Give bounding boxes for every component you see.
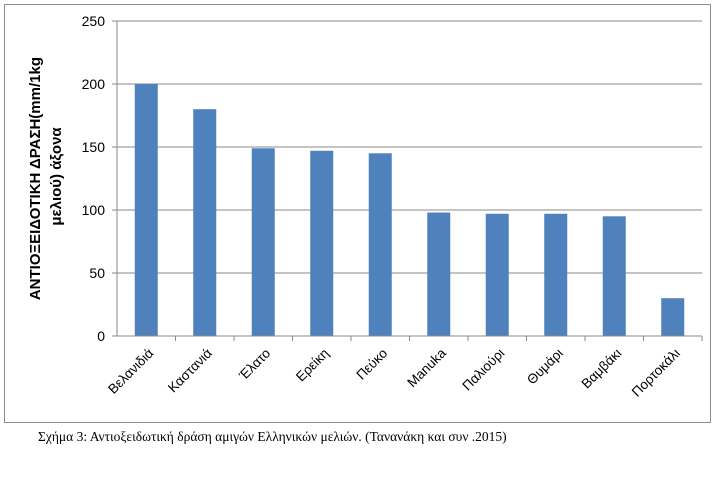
y-axis-title: ΑΝΤΙΟΞΕΙΔΟΤΙΚΗ ΔΡΑΣΗ(mm/1kg μελιού) άξον… [27, 53, 65, 300]
x-tick-label: Παλιούρι [459, 346, 507, 394]
bar [251, 148, 275, 336]
bar [134, 84, 158, 336]
bar [661, 298, 685, 336]
x-tick-label: Βαμβάκι [578, 346, 624, 392]
bar [193, 109, 217, 336]
y-tick-label: 200 [82, 76, 106, 92]
x-tick-label: Πεύκο [353, 346, 390, 383]
chart-frame [4, 4, 711, 423]
y-tick-label: 250 [82, 13, 106, 29]
bar [602, 216, 626, 336]
x-tick-label: Ερείκη [293, 346, 332, 385]
bars [134, 84, 685, 336]
bar [368, 153, 392, 336]
x-tick-label: Καστανιά [165, 345, 215, 395]
x-tick-label: Πορτοκάλι [629, 346, 683, 400]
y-tick-label: 100 [82, 202, 106, 218]
bar [427, 212, 451, 336]
y-axis-title-line-2: μελιού) άξονα [48, 127, 65, 226]
y-tick-label: 0 [97, 328, 105, 344]
bar [310, 150, 334, 336]
y-axis-title-line-1: ΑΝΤΙΟΞΕΙΔΟΤΙΚΗ ΔΡΑΣΗ(mm/1kg [27, 57, 44, 300]
x-tick-label: Θυμάρι [524, 346, 566, 388]
y-tick-label: 50 [89, 265, 105, 281]
bar-chart: 0 50 100 150 200 250 Βελανιδιά Καστανιά Έλατο Ερ… [27, 13, 703, 400]
bar [485, 213, 509, 336]
y-tick-labels: 0 50 100 150 200 250 [82, 13, 117, 344]
x-tick-label: Βελανιδιά [105, 345, 156, 396]
x-tick-label: Manuka [404, 345, 449, 390]
y-tick-label: 150 [82, 139, 106, 155]
bar [544, 213, 568, 336]
figure-caption: Σχήμα 3: Αντιοξειδωτική δράση αμιγών Ελλ… [38, 429, 507, 444]
x-tick-label: Έλατο [235, 346, 273, 384]
x-tick-labels: Βελανιδιά Καστανιά Έλατο Ερείκη Πεύκο Manuka Π… [105, 336, 703, 400]
